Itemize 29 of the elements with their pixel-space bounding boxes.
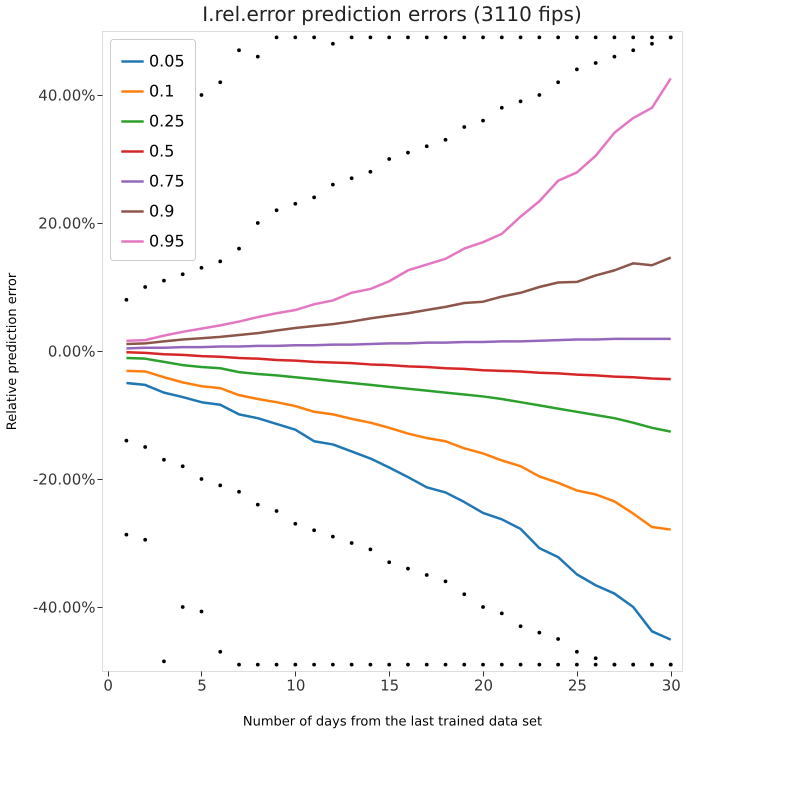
line-series (125, 351, 672, 380)
y-tick-label: 40.00% (38, 86, 96, 104)
legend-label: 0.95 (149, 232, 185, 250)
x-tick-label: 25 (568, 676, 587, 694)
x-tick-label: 15 (380, 676, 400, 694)
legend-label: 0.9 (149, 202, 174, 220)
y-tick-label: 20.00% (38, 214, 96, 232)
x-tick-label: 0 (103, 676, 113, 694)
x-tick-label: 30 (662, 676, 681, 694)
legend-label: 0.05 (149, 52, 185, 70)
line-series (125, 356, 672, 433)
line-series (125, 370, 672, 531)
x-tick-label: 20 (474, 676, 494, 694)
line-series (125, 256, 672, 346)
x-axis-title: Number of days from the last trained data set (242, 714, 542, 730)
x-tick-label: 5 (197, 676, 207, 694)
y-tick-label: 0.00% (48, 342, 96, 360)
chart-title: I.rel.error prediction errors (3110 fips) (202, 2, 582, 26)
legend-label: 0.75 (149, 172, 185, 190)
x-tick-label: 10 (286, 676, 306, 694)
y-axis-title: Relative prediction error (4, 272, 20, 430)
legend-label: 0.1 (149, 82, 174, 100)
line-series (125, 338, 672, 350)
line-series (125, 77, 672, 342)
legend-label: 0.5 (149, 142, 174, 160)
line-series (125, 382, 672, 641)
y-tick-label: -40.00% (32, 598, 96, 616)
legend-label: 0.25 (149, 112, 185, 130)
y-tick-label: -20.00% (32, 470, 96, 488)
